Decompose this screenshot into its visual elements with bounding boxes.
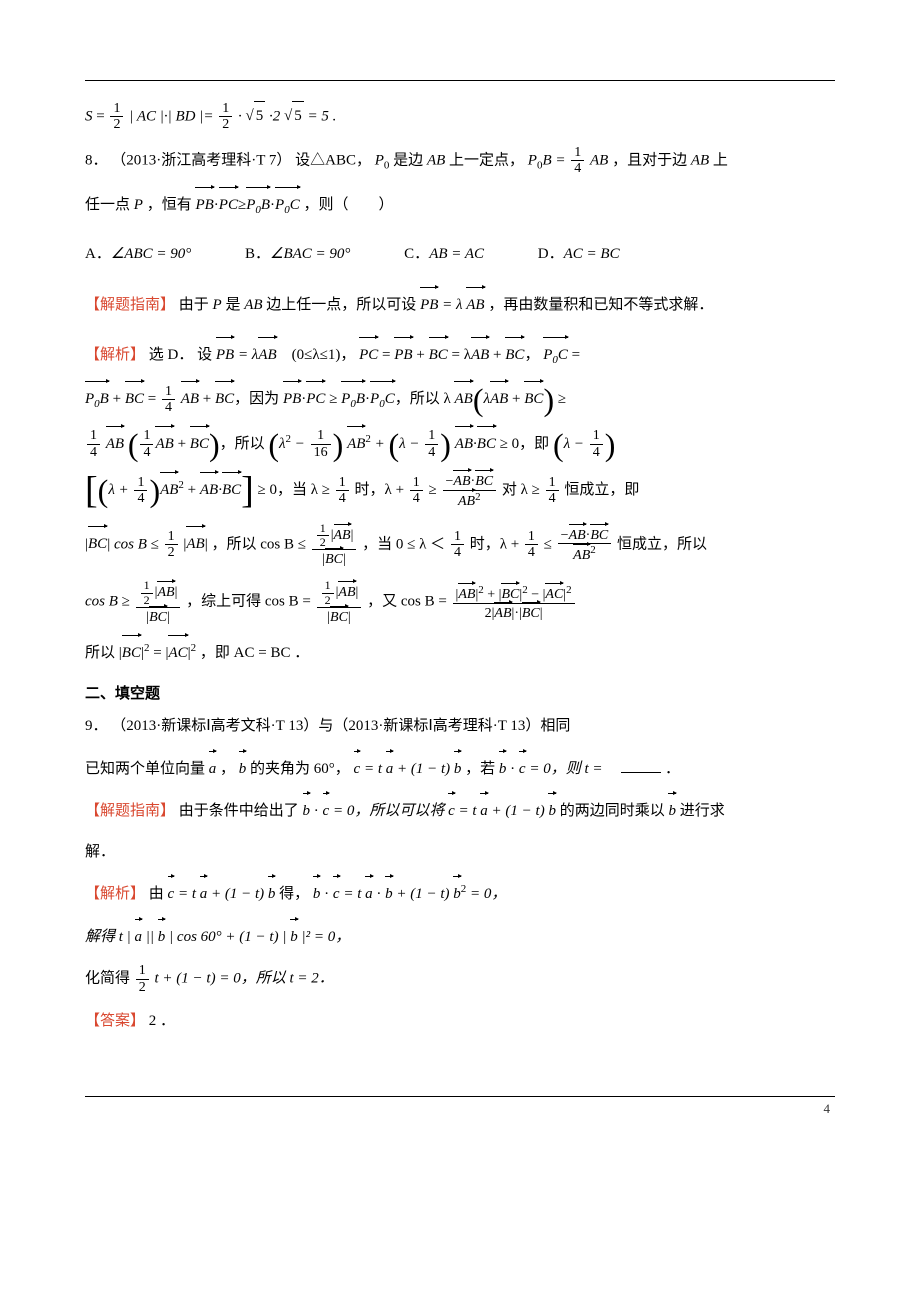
q8-sol-2: P0B + BC = 14 AB + BC，因为 PB·PC ≥ P0B·P0C… bbox=[85, 383, 835, 415]
vec-pb: PB bbox=[195, 189, 213, 220]
vec-a: a bbox=[209, 753, 217, 784]
sqrt-5b: 5 bbox=[284, 101, 304, 131]
q8-choices: A．∠ABC = 90° B．∠BAC = 90° C．AB = AC D．AC… bbox=[85, 240, 835, 269]
q8-stem-2: 任一点 P ，恒有 PB·PC≥P0B·P0C ，则（ ） bbox=[85, 189, 835, 221]
q8-stem-1: 8． （2013·浙江高考理科·T 7） 设△ABC， P0 是边 AB 上一定… bbox=[85, 145, 835, 177]
q8-hint: 【解题指南】 由于 P 是 AB 边上任一点，所以可设 PB = λ AB ，再… bbox=[85, 289, 835, 320]
q9-hint-1: 【解题指南】 由于条件中给出了 b · c = 0，所以可以将 c = t a … bbox=[85, 795, 835, 826]
top-rule bbox=[85, 80, 835, 81]
frac-1-2: 12 bbox=[110, 101, 123, 133]
q8-number: 8． bbox=[85, 152, 108, 168]
q9-source: 9． （2013·新课标Ⅰ高考文科·T 13）与（2013·新课标Ⅰ高考理科·T… bbox=[85, 712, 835, 741]
vec-c: c bbox=[354, 753, 361, 784]
section-2-title: 二、填空题 bbox=[85, 680, 835, 709]
frac-half-ab-over-bc: 12|AB| |BC| bbox=[312, 522, 357, 568]
page-number: 4 bbox=[824, 1097, 831, 1122]
bottom-rule bbox=[85, 1076, 835, 1097]
mid-text: | AC |·| BD |= bbox=[129, 108, 213, 124]
vec-p0b: P0B bbox=[246, 189, 270, 221]
hint-label: 【解题指南】 bbox=[85, 297, 175, 313]
vec-b: b bbox=[239, 753, 247, 784]
sol-label: 【解析】 bbox=[85, 347, 145, 363]
fill-blank bbox=[621, 772, 661, 773]
q9-sol-1: 【解析】 由 c = t a + (1 − t) b 得， b · c = t … bbox=[85, 878, 835, 909]
law-of-cosines: |AB|2 + |BC|2 − |AC|2 2|AB|·|BC| bbox=[453, 584, 575, 621]
sqrt-5: 5 bbox=[245, 101, 265, 131]
q8-source: （2013·浙江高考理科·T 7） bbox=[111, 152, 291, 168]
q8-sol-7: 所以 |BC|2 = |AC|2 ，即 AC = BC ． bbox=[85, 637, 835, 668]
choice-a: A．∠ABC = 90° bbox=[85, 246, 191, 262]
q8-sol-1: 【解析】 选 D． 设 PB = λAB (0≤λ≤1)， PC = PB + … bbox=[85, 339, 835, 371]
q8-sol-3: 14 AB (14AB + BC)，所以 (λ2 − 116) AB2 + (λ… bbox=[85, 428, 835, 460]
q9-sol-3: 化简得 12 t + (1 − t) = 0，所以 t = 2． bbox=[85, 963, 835, 995]
frac-14: 14 bbox=[571, 145, 584, 177]
neg-ab-bc-over-ab2: −AB·BCAB2 bbox=[443, 472, 497, 509]
choice-c: C．AB = AC bbox=[404, 246, 484, 262]
choice-d: D．AC = BC bbox=[538, 246, 620, 262]
q9-answer: 【答案】 2 ． bbox=[85, 1007, 835, 1036]
vec-pc: PC bbox=[219, 189, 238, 220]
q8-sol-5: |BC| cos B ≤ 12 |AB| ，所以 cos B ≤ 12|AB| … bbox=[85, 522, 835, 568]
q8-sol-4: [(λ + 14)AB2 + AB·BC] ≥ 0，当 λ ≥ 14 时，λ +… bbox=[85, 472, 835, 509]
equation-area-s: S = 12 | AC |·| BD |= 12 · 5 ·2 5 = 5 . bbox=[85, 101, 835, 133]
q9-hint-2: 解． bbox=[85, 838, 835, 867]
q9-stem: 已知两个单位向量 a ， b 的夹角为 60°， c = t a + (1 − … bbox=[85, 753, 835, 784]
choice-b: B．∠BAC = 90° bbox=[245, 246, 350, 262]
q9-sol-2: 解得 t | a || b | cos 60° + (1 − t) | b |²… bbox=[85, 921, 835, 952]
vec-p0c: P0C bbox=[275, 189, 300, 221]
q8-sol-6: cos B ≥ 12|AB| |BC| ，综上可得 cos B = 12|AB|… bbox=[85, 579, 835, 625]
var-s: S bbox=[85, 108, 93, 124]
frac-1-2-b: 12 bbox=[219, 101, 232, 133]
